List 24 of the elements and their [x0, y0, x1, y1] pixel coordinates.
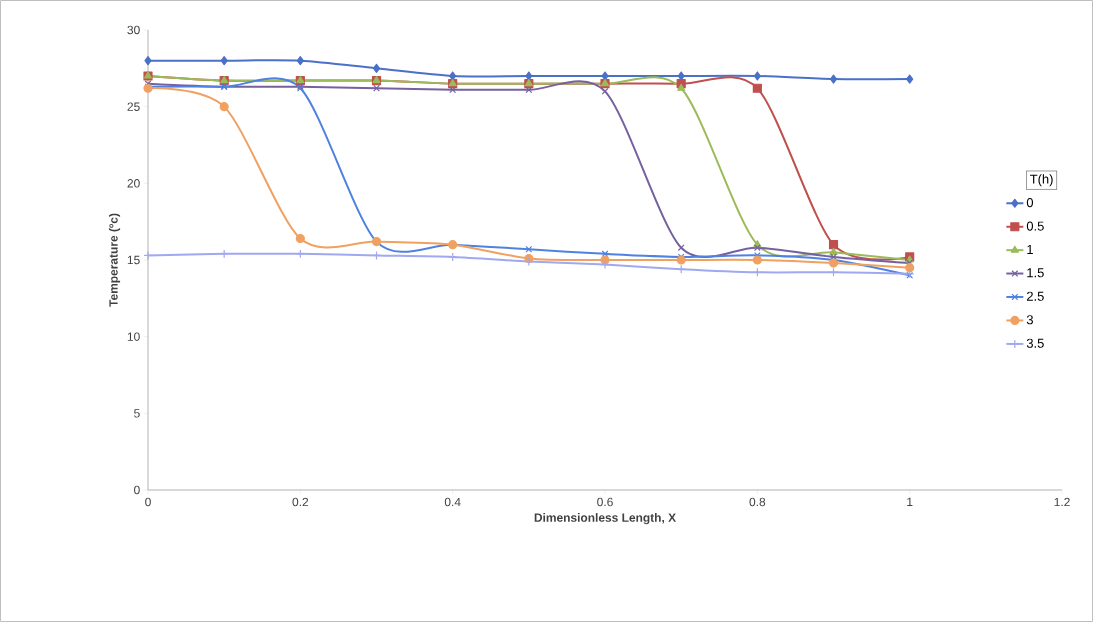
y-axis-title: Temperature (ºc)	[108, 213, 121, 307]
x-tick-label: 0.6	[597, 497, 613, 507]
x-tick-label: 1.2	[1054, 497, 1070, 507]
y-tick-label: 5	[134, 409, 140, 418]
legend-label: 3	[1026, 315, 1033, 325]
y-tick-label: 30	[127, 25, 140, 35]
legend-label: 3.5	[1026, 338, 1044, 348]
y-tick-label: 25	[127, 102, 140, 111]
x-tick-label: 0.8	[749, 497, 766, 507]
legend-label: 1.5	[1027, 268, 1044, 278]
y-tick-label: 0	[134, 485, 140, 495]
y-tick-label: 20	[127, 179, 140, 188]
x-tick-label: 1	[907, 497, 913, 506]
legend-label: 0.5	[1026, 221, 1044, 231]
legend-label: 1	[1027, 244, 1033, 254]
legend-title: T(h)	[1030, 174, 1053, 187]
y-tick-label: 15	[127, 255, 140, 265]
x-tick-label: 0.2	[292, 497, 309, 507]
legend-label: 0	[1026, 198, 1034, 208]
x-tick-label: 0.4	[444, 497, 461, 507]
x-axis-title: Dimensionless Length, X	[534, 513, 676, 525]
x-tick-label: 0	[145, 497, 151, 507]
y-tick-label: 10	[127, 332, 140, 341]
legend-label: 2.5	[1026, 291, 1044, 301]
